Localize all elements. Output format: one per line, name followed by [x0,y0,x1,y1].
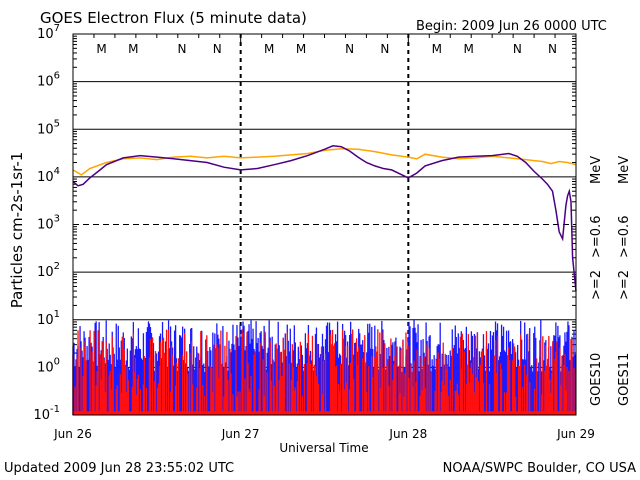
y-tick-label: 104 [37,166,60,185]
mn-marker-label: M [296,42,306,56]
mn-marker-label: N [513,42,522,56]
y-tick-label: 10-1 [33,404,60,423]
source-label: NOAA/SWPC Boulder, CO USA [443,461,636,476]
y-tick-label: 100 [37,356,60,375]
x-tick-label: Jun 28 [388,427,427,441]
y-tick-label: 107 [37,23,60,42]
mn-marker-label: N [177,42,186,56]
updated-label: Updated 2009 Jun 28 23:55:02 UTC [4,461,234,476]
begin-label: Begin: 2009 Jun 26 0000 UTC [416,19,607,34]
mn-marker-label: N [213,42,222,56]
blue-channel-label: >=2 [589,270,604,300]
x-tick-label: Jun 29 [556,427,595,441]
goes11-high-energy-line [72,147,577,176]
sat-1-label: GOES10 [589,353,604,406]
x-axis-label: Universal Time [279,441,368,455]
y-tick-label: 102 [37,261,60,280]
x-tick-label: Jun 26 [53,427,92,441]
unit-1-label: MeV [589,156,604,184]
mn-marker-label: M [264,42,274,56]
plot-area: 10-1 100 101 102 103 104 105 106 107 Jun 26 Jun 27… [33,23,594,441]
right-legend: >=2 >=0.6 MeV >=2 >=0.6 MeV GOES10 GOES1… [589,156,632,406]
mn-marker-label: N [380,42,389,56]
mn-marker-label: M [464,42,474,56]
orange-channel-label: >=0.6 [617,216,632,258]
y-tick-label: 106 [37,71,60,90]
y-axis-label: Particles cm-2s-1sr-1 [8,152,26,309]
mn-marker-label: N [345,42,354,56]
sat-2-label: GOES11 [617,353,632,406]
purple-channel-label: >=0.6 [589,216,604,258]
plot-frame [72,33,577,416]
y-tick-label: 101 [37,309,60,328]
y-tick-label: 105 [37,118,60,137]
mn-marker-label: M [96,42,106,56]
x-tick-label: Jun 27 [221,427,260,441]
mn-marker-label: M [128,42,138,56]
unit-2-label: MeV [617,156,632,184]
red-channel-label: >=2 [617,270,632,300]
mn-marker-label: N [548,42,557,56]
chart-title: GOES Electron Flux (5 minute data) [40,9,307,27]
y-tick-label: 103 [37,214,60,233]
goes10-high-energy-line [72,145,577,292]
mn-marker-label: M [432,42,442,56]
